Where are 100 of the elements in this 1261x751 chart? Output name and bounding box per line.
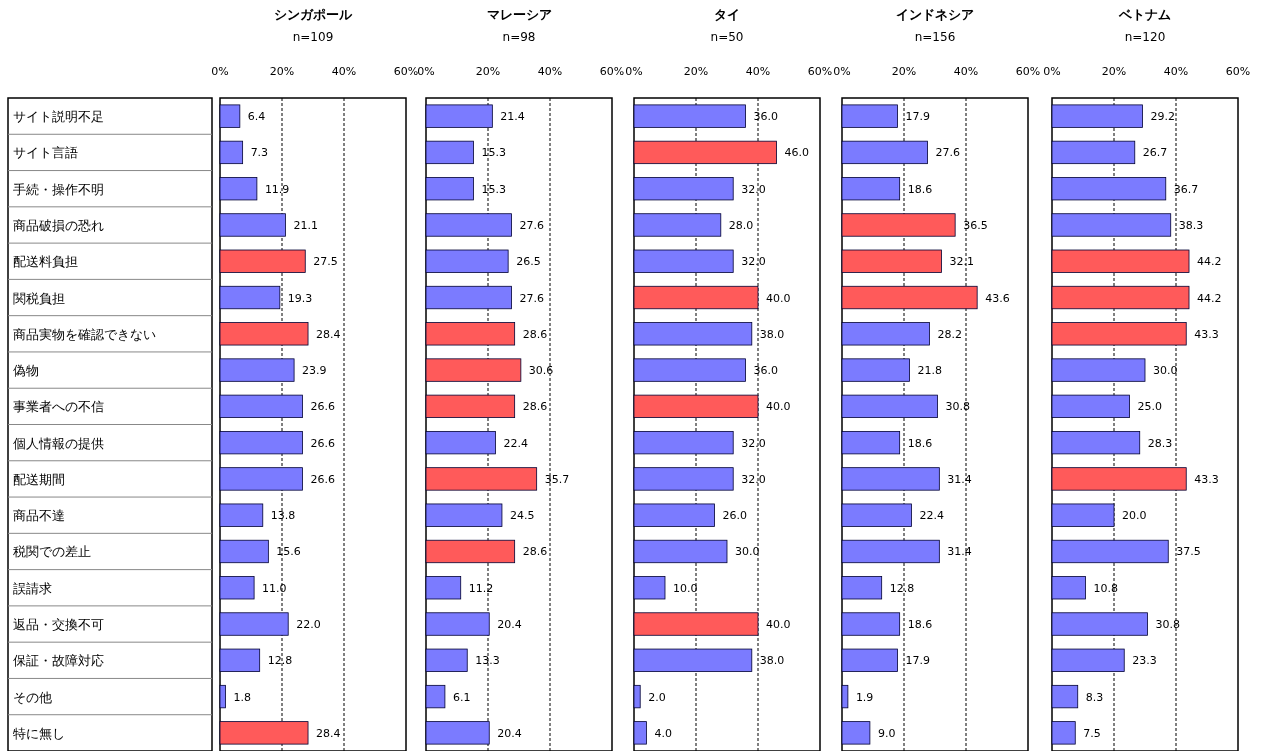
x-tick-label: 0% (833, 65, 851, 78)
data-label: 38.3 (1178, 218, 1204, 232)
x-tick-label: 20% (269, 65, 295, 78)
bar (219, 322, 309, 346)
bar (633, 177, 734, 201)
bar (841, 322, 930, 346)
data-label: 26.6 (310, 400, 335, 414)
y-tick-label: 特に無し (13, 725, 65, 741)
data-label: 20.0 (1122, 509, 1147, 523)
bar (841, 358, 910, 382)
bar (1051, 177, 1167, 201)
data-label: 21.1 (293, 218, 318, 232)
data-label: 11.0 (262, 581, 287, 595)
data-label: 21.8 (917, 364, 943, 378)
data-label: 32.0 (741, 436, 766, 450)
bar (841, 684, 849, 709)
bar (1051, 648, 1125, 672)
bar (219, 539, 269, 564)
data-label: 43.3 (1194, 327, 1219, 341)
bar (633, 576, 666, 600)
data-label: 23.9 (302, 364, 327, 378)
bar (1051, 503, 1115, 527)
x-tick-label: 20% (1101, 65, 1127, 78)
chart-title: インドネシア (896, 7, 974, 22)
bar (841, 539, 940, 564)
data-label: 11.9 (264, 182, 290, 196)
bar (1051, 539, 1169, 564)
bar (425, 213, 512, 237)
data-label: 18.6 (907, 182, 933, 196)
x-tick-label: 40% (745, 65, 771, 78)
bar (425, 539, 516, 564)
x-tick-label: 20% (891, 65, 917, 78)
data-label: 15.3 (481, 182, 506, 196)
data-label: 28.4 (316, 726, 341, 740)
x-tick-label: 60% (599, 65, 625, 78)
data-label: 40.0 (766, 618, 791, 632)
bar (633, 467, 734, 491)
bar (1051, 612, 1148, 636)
data-label: 19.3 (287, 291, 313, 305)
data-label: 44.2 (1197, 291, 1222, 305)
bar (841, 213, 956, 237)
bar (841, 467, 940, 491)
chart-title: タイ (714, 7, 740, 22)
bar (1051, 721, 1076, 745)
y-tick-label: 保証・故障対応 (13, 653, 104, 669)
data-label: 18.6 (907, 436, 933, 450)
bar (425, 430, 496, 455)
x-tick-label: 60% (807, 65, 833, 78)
bar (633, 684, 641, 709)
data-label: 27.6 (935, 146, 961, 160)
bar (633, 539, 728, 564)
chart-subtitle: n=120 (1124, 30, 1166, 44)
data-label: 28.6 (522, 327, 548, 341)
x-tick-label: 60% (1015, 65, 1041, 78)
data-label: 27.6 (519, 291, 545, 305)
data-label: 38.0 (759, 327, 785, 341)
bar (1051, 213, 1172, 237)
chart-title: ベトナム (1118, 7, 1171, 22)
data-label: 43.6 (985, 291, 1010, 305)
bar (841, 503, 912, 527)
bar (219, 612, 289, 636)
data-label: 31.4 (947, 472, 972, 486)
data-label: 17.9 (905, 654, 930, 668)
data-label: 30.8 (945, 400, 970, 414)
data-label: 20.4 (497, 618, 522, 632)
bar (219, 177, 258, 201)
bar (219, 104, 241, 128)
data-label: 26.6 (310, 472, 335, 486)
data-label: 13.8 (270, 509, 296, 523)
bar (219, 394, 303, 419)
bar (219, 648, 261, 672)
data-label: 26.0 (722, 509, 748, 523)
bar (633, 503, 715, 527)
data-label: 22.4 (503, 436, 528, 450)
data-label: 28.2 (937, 327, 962, 341)
data-label: 4.0 (654, 726, 672, 740)
data-label: 37.5 (1176, 545, 1201, 559)
data-label: 21.4 (500, 110, 525, 124)
data-label: 29.2 (1150, 110, 1176, 124)
bar (1051, 249, 1190, 273)
data-label: 18.6 (907, 618, 933, 632)
data-label: 32.0 (741, 472, 766, 486)
bar (633, 430, 734, 455)
bar (1051, 576, 1086, 600)
data-label: 8.3 (1085, 690, 1104, 704)
data-label: 24.5 (509, 509, 535, 523)
y-tick-label: 商品不達 (13, 508, 65, 524)
data-label: 7.5 (1083, 726, 1101, 740)
data-label: 15.3 (481, 146, 506, 160)
data-label: 25.0 (1137, 400, 1162, 414)
bar (425, 394, 516, 419)
bar (633, 140, 777, 165)
bar (841, 721, 871, 745)
chart-title: マレーシア (486, 7, 552, 22)
data-label: 22.4 (919, 509, 944, 523)
x-tick-label: 40% (1163, 65, 1189, 78)
data-label: 26.5 (516, 255, 541, 269)
bar (425, 177, 474, 201)
data-label: 30.0 (1153, 364, 1178, 378)
y-tick-label: 手続・操作不明 (13, 181, 104, 197)
